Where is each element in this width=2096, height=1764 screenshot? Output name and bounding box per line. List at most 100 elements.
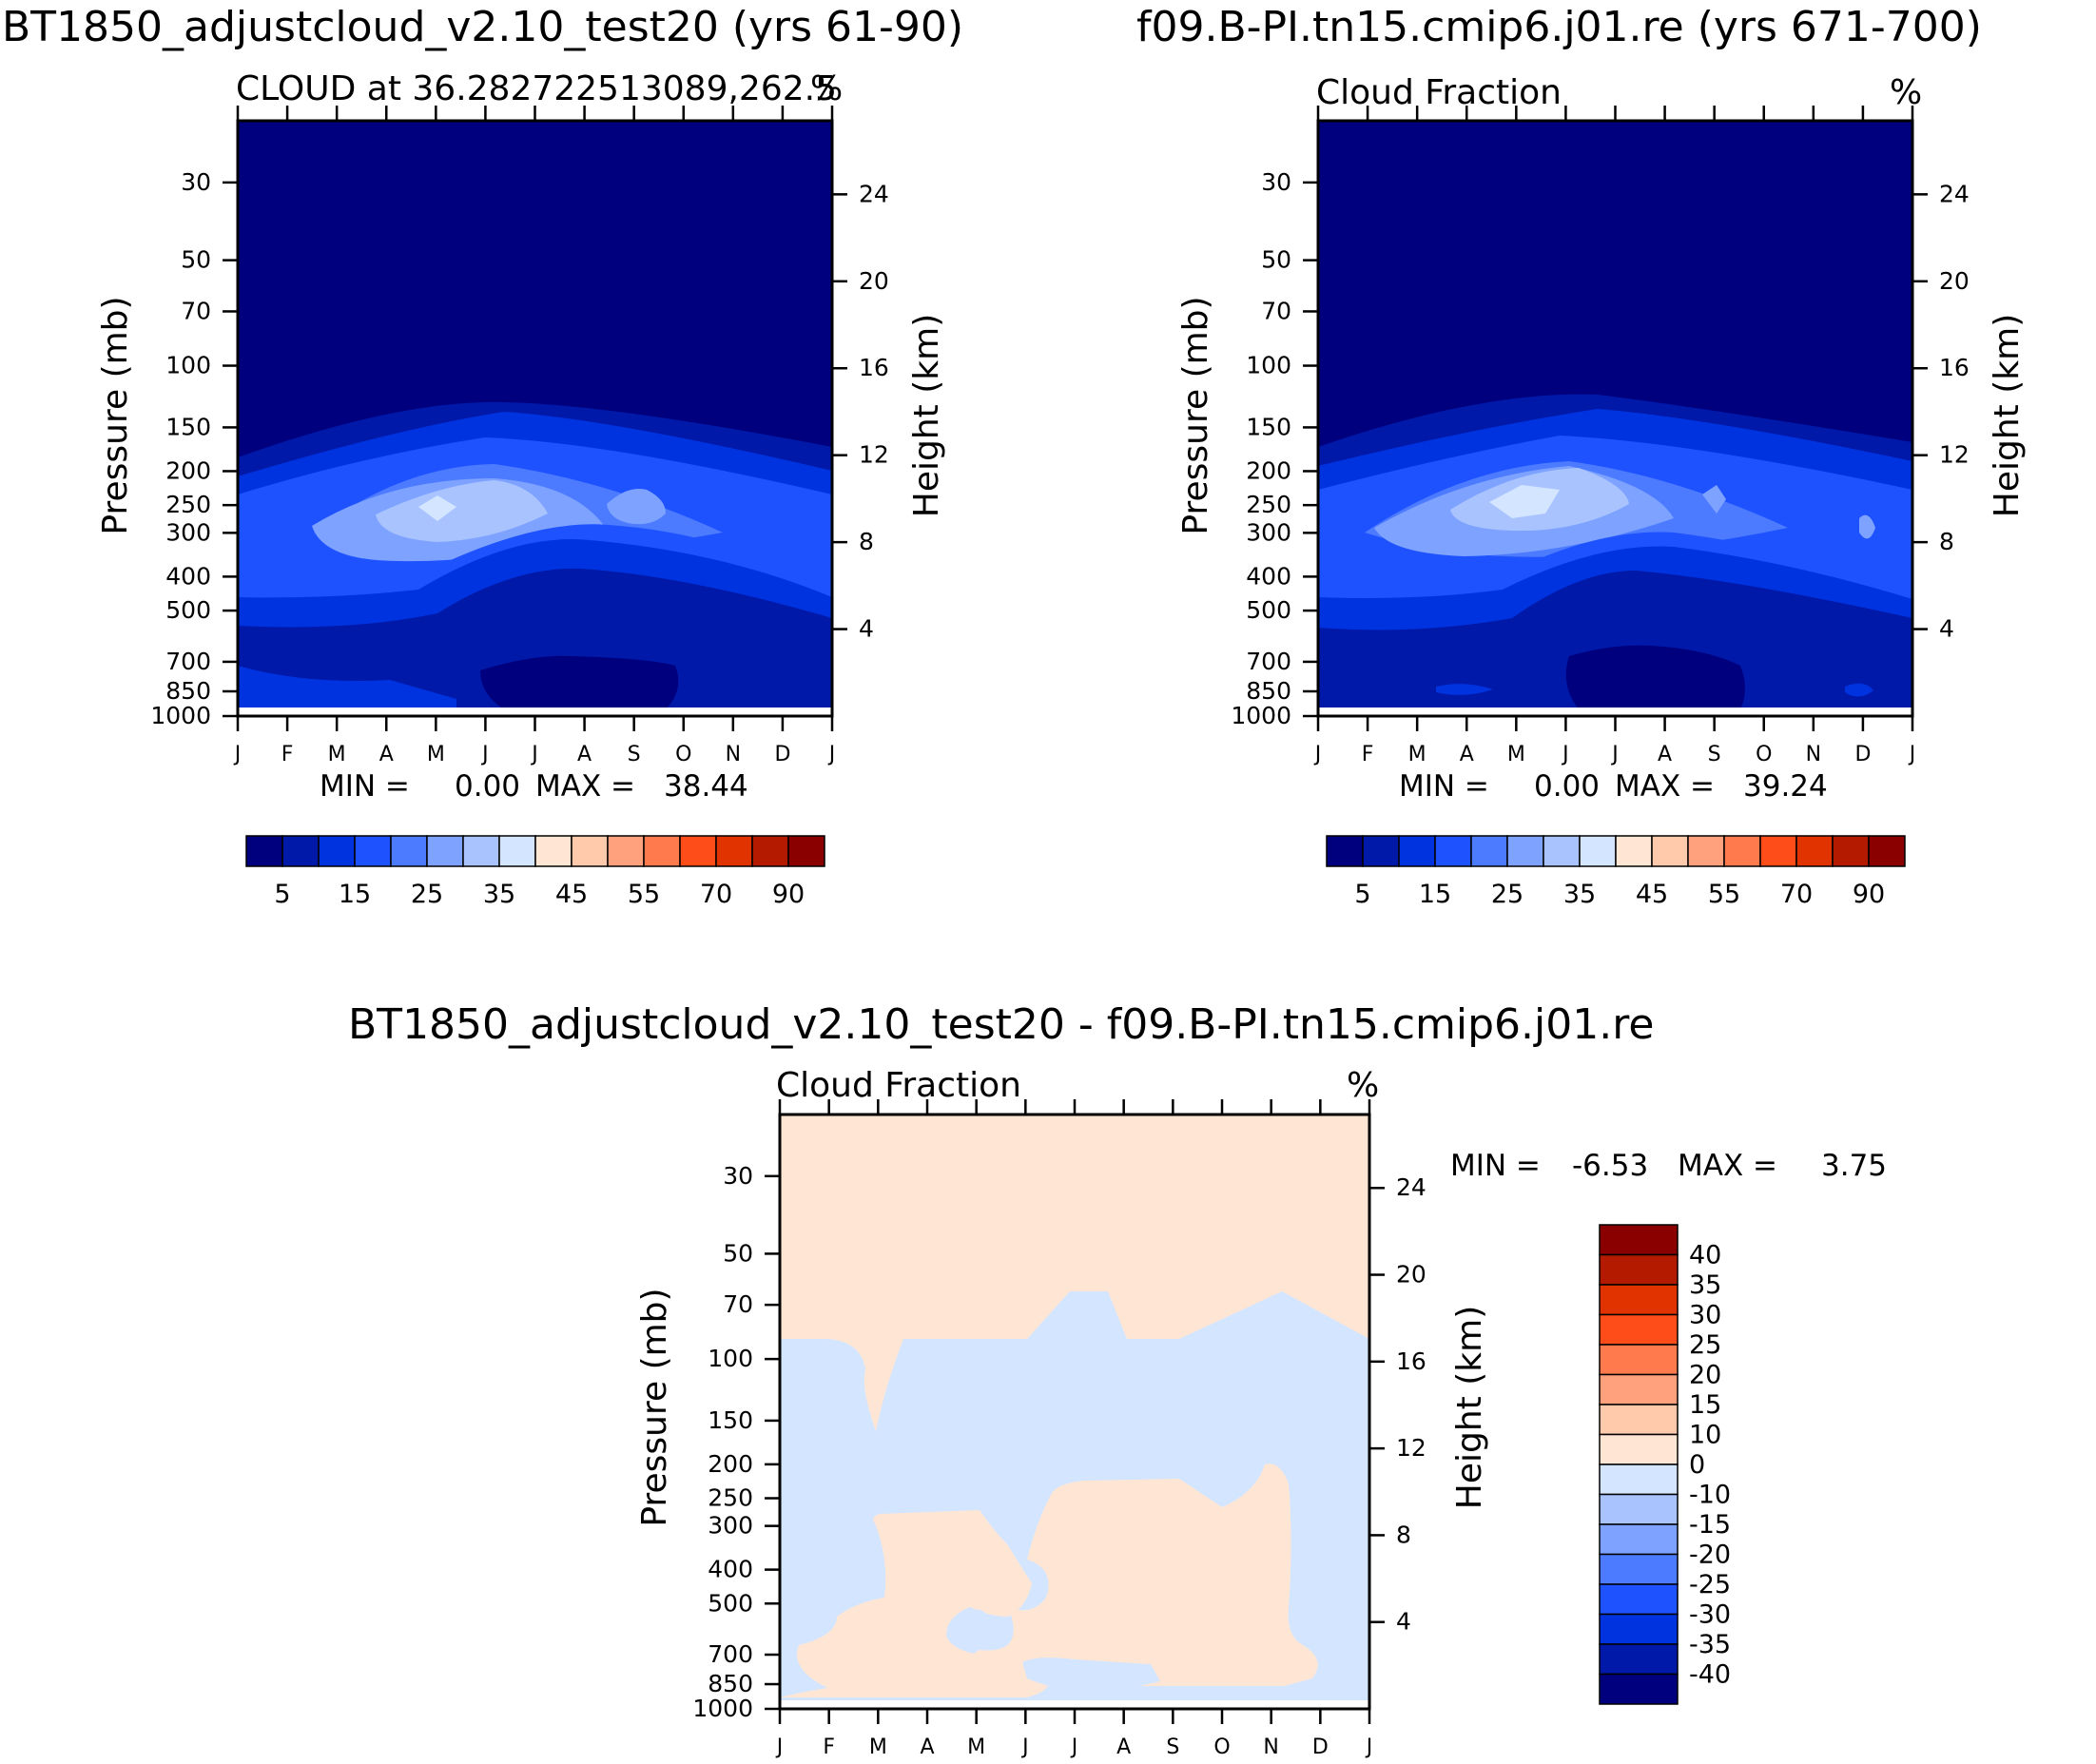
right-max-value: 39.24 (1743, 769, 1828, 804)
left-month-tick-label: J (480, 743, 489, 766)
diff-colorbar-swatch (1599, 1493, 1679, 1525)
diff-colorbar-swatch (1599, 1344, 1679, 1376)
right-month-tick-label: M (1507, 743, 1525, 766)
right-colorbar-swatch (1398, 835, 1436, 867)
diff-colorbar-swatch (1599, 1224, 1679, 1256)
left-max-label: MAX = (535, 769, 635, 804)
right-month-tick-label: A (1658, 743, 1672, 766)
right-height-tick-label: 12 (1939, 441, 1970, 469)
right-pressure-tick-label: 70 (1261, 297, 1291, 324)
diff-colorbar-swatch (1599, 1523, 1679, 1556)
left-colorbar-swatch (245, 835, 283, 867)
diff-colorbar-swatch (1599, 1643, 1679, 1676)
diff-pressure-tick-label: 30 (723, 1162, 753, 1190)
right-month-tick-label: D (1854, 743, 1871, 766)
right-colorbar-label: 35 (1563, 880, 1596, 909)
right-colorbar-label: 55 (1708, 880, 1740, 909)
diff-colorbar-label: 35 (1689, 1270, 1721, 1300)
diff-colorbar-swatch (1599, 1613, 1679, 1645)
diff-colorbar-label: -10 (1689, 1481, 1731, 1510)
left-pressure-tick-label: 150 (165, 413, 211, 440)
right-colorbar-swatch (1832, 835, 1870, 867)
diff-height-tick-label: 8 (1396, 1521, 1411, 1548)
diff-colorbar-label: -35 (1689, 1630, 1731, 1659)
right-colorbar-swatch (1868, 835, 1906, 867)
diff-height-label: Height (km) (1450, 1306, 1489, 1509)
left-panel-title: BT1850_adjustcloud_v2.10_test20 (yrs 61-… (2, 3, 963, 51)
right-month-tick-label: F (1362, 743, 1374, 766)
left-colorbar-label: 90 (772, 880, 805, 909)
diff-min-max: MIN = -6.53 MAX = 3.75 (1450, 1149, 1887, 1183)
right-height-tick-label: 24 (1939, 180, 1970, 207)
left-colorbar: 5 15 25 35 45 55 70 90 (245, 835, 825, 909)
left-panel-subtitle: CLOUD at 36.282722513089,262.5 (236, 69, 837, 108)
diff-colorbar-label: 20 (1689, 1361, 1721, 1390)
diff-colorbar-swatch (1599, 1464, 1679, 1496)
left-colorbar-swatch (679, 835, 717, 867)
left-pressure-tick-label: 200 (165, 456, 211, 484)
left-colorbar-swatch (390, 835, 428, 867)
diff-colorbar-label: 30 (1689, 1301, 1721, 1330)
diff-max-value: 3.75 (1821, 1149, 1887, 1183)
diff-colorbar-label: 10 (1689, 1421, 1721, 1450)
diff-colorbar-label: -25 (1689, 1570, 1731, 1599)
right-colorbar-label: 45 (1636, 880, 1668, 909)
right-height-tick-label: 8 (1939, 528, 1954, 555)
diff-min-label: MIN = (1450, 1149, 1541, 1183)
right-pressure-tick-label: 30 (1261, 168, 1291, 196)
diff-month-tick-label: M (967, 1735, 985, 1759)
left-pressure-tick-label: 850 (165, 677, 211, 705)
diff-pressure-tick-label: 700 (708, 1640, 753, 1668)
diff-pressure-label: Pressure (mb) (635, 1288, 674, 1526)
diff-colorbar-swatch (1599, 1373, 1679, 1405)
left-height-tick-label: 24 (859, 180, 889, 207)
right-colorbar-swatch (1362, 835, 1400, 867)
left-month-tick-label: D (774, 743, 790, 766)
diff-colorbar-label: 15 (1689, 1390, 1721, 1420)
right-pressure-tick-label: 850 (1246, 677, 1291, 705)
left-pressure-tick-label: 300 (165, 518, 211, 546)
left-pressure-tick-label: 70 (181, 297, 211, 324)
diff-height-tick-label: 12 (1396, 1434, 1426, 1462)
left-colorbar-label: 35 (483, 880, 515, 909)
right-colorbar-swatch (1434, 835, 1472, 867)
diff-month-tick-label: J (775, 1735, 784, 1759)
left-pressure-tick-label: 50 (181, 246, 211, 274)
right-panel-field (1318, 121, 1912, 709)
left-colorbar-label: 45 (555, 880, 588, 909)
diff-pressure-tick-label: 1000 (692, 1695, 753, 1722)
right-pressure-tick-label: 50 (1261, 246, 1291, 274)
diff-month-tick-label: M (869, 1735, 887, 1759)
left-pressure-tick-label: 250 (165, 491, 211, 518)
right-min-value: 0.00 (1534, 769, 1600, 804)
diff-max-label: MAX = (1678, 1149, 1777, 1183)
right-colorbar-label: 70 (1780, 880, 1813, 909)
left-pressure-tick-label: 700 (165, 648, 211, 675)
diff-month-tick-label: J (1070, 1735, 1078, 1759)
right-month-tick-label: A (1460, 743, 1474, 766)
right-height-tick-label: 16 (1939, 354, 1970, 381)
left-colorbar-swatch (426, 835, 464, 867)
right-height-tick-label: 20 (1939, 267, 1970, 295)
diff-pressure-tick-label: 400 (708, 1556, 753, 1583)
right-month-tick-label: M (1408, 743, 1426, 766)
left-height-tick-label: 12 (859, 441, 889, 469)
left-month-tick-label: F (281, 743, 294, 766)
left-month-tick-label: J (530, 743, 538, 766)
left-colorbar-swatch (715, 835, 753, 867)
diff-colorbar-swatch (1599, 1673, 1679, 1705)
right-height-label: Height (km) (1988, 314, 2027, 517)
right-month-tick-label: S (1708, 743, 1721, 766)
left-panel-field (238, 121, 832, 709)
diff-panel-title: BT1850_adjustcloud_v2.10_test20 - f09.B-… (348, 1000, 1654, 1049)
right-month-tick-label: O (1756, 743, 1772, 766)
diff-pressure-tick-label: 300 (708, 1512, 753, 1540)
right-colorbar: 5 15 25 35 45 55 70 90 (1326, 835, 1906, 909)
diff-pressure-tick-label: 70 (723, 1290, 753, 1318)
right-month-tick-label: J (1908, 743, 1916, 766)
right-colorbar-swatch (1579, 835, 1617, 867)
right-min-max: MIN = 0.00 MAX = 39.24 (1399, 769, 1828, 804)
left-month-tick-label: J (233, 743, 242, 766)
right-colorbar-swatch (1651, 835, 1689, 867)
